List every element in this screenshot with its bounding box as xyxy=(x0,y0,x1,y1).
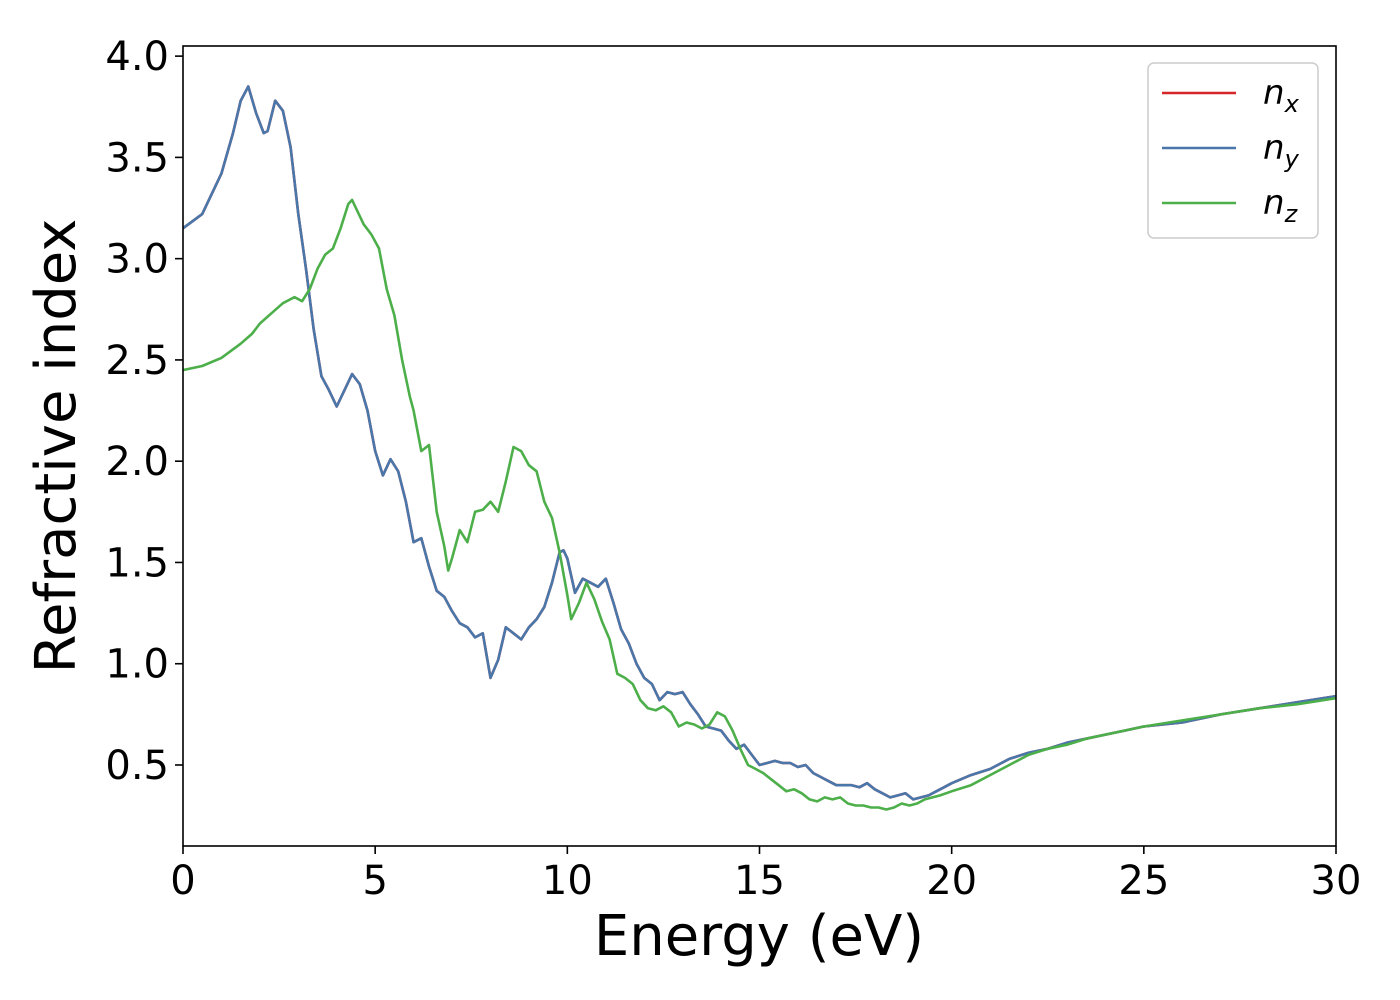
legend-label-n-y: ny xyxy=(1263,128,1300,173)
x-tick-label: 20 xyxy=(926,858,977,904)
y-tick-label: 3.0 xyxy=(105,237,169,283)
x-tick-label: 10 xyxy=(542,858,593,904)
legend-label-n-z: nz xyxy=(1263,183,1299,228)
series-line-n-y xyxy=(183,85,1336,801)
series-layer xyxy=(183,85,1336,811)
legend-frame xyxy=(1147,62,1319,239)
legend: nx ny nz xyxy=(1147,62,1319,239)
legend-label-n-x: nx xyxy=(1263,73,1300,118)
y-tick-label: 2.5 xyxy=(105,338,169,384)
y-tick-label: 1.0 xyxy=(105,642,169,688)
y-tick-label: 4.0 xyxy=(105,34,169,80)
x-tick-label: 30 xyxy=(1311,858,1362,904)
y-tick-label: 1.5 xyxy=(105,540,169,586)
x-tick-label: 25 xyxy=(1118,858,1169,904)
y-tick-label: 3.5 xyxy=(105,135,169,181)
y-axis: 0.5 1.0 1.5 2.0 2.5 3.0 3.5 4.0 xyxy=(105,34,183,789)
x-tick-label: 5 xyxy=(362,858,387,904)
x-tick-label: 15 xyxy=(734,858,785,904)
x-axis: 0 5 10 15 20 25 30 xyxy=(170,846,1361,904)
series-line-n-z xyxy=(183,198,1336,811)
y-tick-label: 2.0 xyxy=(105,439,169,485)
x-tick-label: 0 xyxy=(170,858,195,904)
x-axis-label: Energy (eV) xyxy=(594,904,924,969)
y-tick-label: 0.5 xyxy=(105,743,169,789)
y-axis-label: Refractive index xyxy=(24,219,89,674)
